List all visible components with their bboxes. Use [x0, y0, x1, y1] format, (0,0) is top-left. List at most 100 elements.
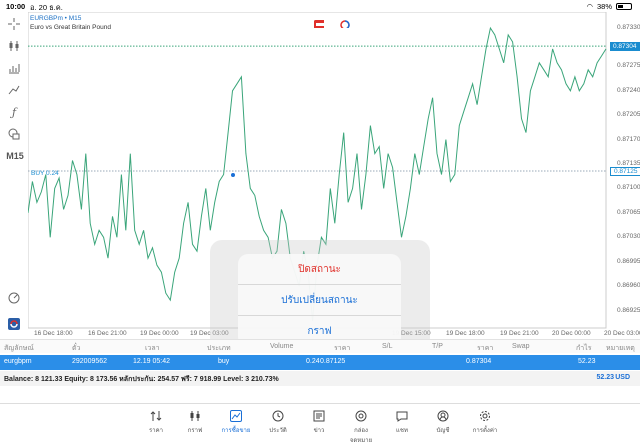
history-icon [272, 410, 284, 422]
gear-icon [480, 411, 490, 421]
currency: USD [615, 374, 630, 381]
entry-marker [231, 173, 235, 177]
position-action-menu: ปิดสถานะ ปรับเปลี่ยนสถานะ กราฟ [238, 254, 401, 347]
account-balance-bar: Balance: 8 121.33 Equity: 8 173.56 หลักป… [0, 371, 640, 386]
wifi-icon: ◠ [586, 2, 593, 11]
chart-toolbar: ƒ M15 [0, 12, 28, 342]
one-click-trading-icon[interactable] [314, 20, 324, 28]
shapes-icon[interactable] [6, 126, 22, 142]
col-comment: หมายเหตุ [606, 345, 635, 352]
depth-of-market-icon[interactable] [340, 20, 350, 28]
speedometer-icon[interactable] [6, 290, 22, 306]
col-tp: T/P [432, 343, 443, 350]
chart-description: Euro vs Great Britain Pound [30, 24, 111, 31]
col-price: ราคา [334, 345, 351, 352]
crosshair-icon[interactable] [6, 16, 22, 32]
tab-label: ราคา [149, 428, 163, 434]
tab-label: ข่าว [313, 428, 325, 434]
candles-icon [190, 411, 200, 421]
row-profit: 52.23 [578, 358, 596, 365]
buy-price-tag: 0.87125 [610, 166, 640, 176]
modify-position-button[interactable]: ปรับเปลี่ยนสถานะ [238, 285, 401, 316]
y-tick-label: 0.87100 [617, 184, 640, 192]
chart-line-icon [230, 410, 242, 422]
y-tick-label: 0.87030 [617, 233, 640, 241]
tab-label: การตั้งค่า [472, 428, 498, 434]
account-icon [437, 410, 449, 422]
chat-icon [396, 411, 408, 422]
bottom-tab-bar: ราคา กราฟ การซื้อขาย ประวัติ ข่าว กล่องจ… [0, 403, 640, 447]
row-current-price: 0.87304 [466, 358, 492, 365]
status-bar: 10:00 อ. 20 ธ.ค. ◠ 38% [0, 0, 640, 12]
y-tick-label: 0.86995 [617, 257, 640, 265]
table-row[interactable]: eurgbpm 292009562 12.19 05:42 buy 0.24 0… [0, 355, 640, 370]
row-open-price: 0.87125 [320, 358, 346, 365]
col-swap: Swap [512, 343, 530, 350]
tab-chat[interactable]: แชท [385, 410, 419, 435]
tab-news[interactable]: ข่าว [302, 410, 336, 435]
battery-icon [616, 3, 632, 10]
col-ticket: ตั๋ว [72, 345, 81, 352]
objects-icon[interactable] [6, 82, 22, 98]
col-volume: Volume [270, 343, 294, 350]
x-tick-label: 19 Dec 18:00 [446, 330, 485, 337]
status-right: ◠ 38% [586, 2, 632, 11]
row-volume: 0.24 [306, 358, 320, 365]
tab-mailbox[interactable]: กล่องจดหมาย [344, 410, 378, 445]
row-symbol: eurgbpm [4, 358, 32, 365]
y-tick-label: 0.87135 [617, 160, 640, 168]
tab-label: กราฟ [187, 428, 203, 434]
positions-table-header: สัญลักษณ์ ตั๋ว เวลา ประเภท Volume ราคา S… [0, 339, 640, 353]
x-tick-label: 20 Dec 03:00 [604, 330, 640, 337]
x-tick-label: 20 Dec 00:00 [552, 330, 591, 337]
col-type: ประเภท [207, 345, 231, 352]
tab-label: ประวัติ [269, 428, 287, 434]
chart-button[interactable]: กราฟ [307, 326, 332, 337]
indicators-icon[interactable] [6, 60, 22, 76]
buy-position-label[interactable]: BUY 0.24 [31, 170, 59, 177]
balance-text: Balance: 8 121.33 Equity: 8 173.56 หลักป… [4, 376, 279, 383]
battery-fill [618, 5, 623, 8]
app-logo-icon[interactable] [6, 316, 22, 332]
x-tick-label: 16 Dec 18:00 [34, 330, 73, 337]
y-tick-label: 0.86960 [617, 282, 640, 290]
tab-label: แชท [396, 428, 408, 434]
function-icon[interactable]: ƒ [11, 105, 17, 119]
close-position-button[interactable]: ปิดสถานะ [238, 254, 401, 285]
y-tick-label: 0.87065 [617, 208, 640, 216]
col-sl: S/L [382, 343, 393, 350]
y-tick-label: 0.87240 [617, 86, 640, 94]
tab-trade[interactable]: การซื้อขาย [219, 410, 253, 435]
y-tick-label: 0.87205 [617, 111, 640, 119]
mail-at-icon [355, 410, 367, 422]
x-tick-label: 16 Dec 21:00 [88, 330, 127, 337]
col-current-price: ราคา [477, 345, 494, 352]
total-profit: 52.23 [596, 374, 614, 381]
candles-tool-icon[interactable] [6, 38, 22, 54]
tab-history[interactable]: ประวัติ [261, 410, 295, 435]
arrows-updown-icon [150, 411, 162, 421]
row-ticket: 292009562 [72, 358, 108, 365]
y-tick-label: 0.87170 [617, 135, 640, 143]
row-time: 12.19 05:42 [133, 358, 170, 365]
tab-charts[interactable]: กราฟ [178, 410, 212, 435]
y-tick-label: 0.87275 [617, 62, 640, 70]
x-tick-label: 19 Dec 21:00 [500, 330, 539, 337]
status-date: อ. 20 ธ.ค. [30, 3, 63, 12]
battery-percent: 38% [596, 2, 612, 11]
tab-settings[interactable]: การตั้งค่า [468, 410, 502, 435]
tab-label: กล่องจดหมาย [349, 428, 373, 444]
tab-label: การซื้อขาย [221, 428, 251, 434]
tab-quotes[interactable]: ราคา [139, 410, 173, 435]
status-time: 10:00 [6, 2, 26, 11]
tab-account[interactable]: บัญชี [426, 410, 460, 435]
x-tick-label: 19 Dec 00:00 [140, 330, 179, 337]
row-type: buy [218, 358, 230, 365]
y-tick-label: 0.87330 [617, 23, 640, 31]
col-symbol: สัญลักษณ์ [4, 345, 34, 352]
tab-label: บัญชี [436, 428, 450, 434]
news-icon [313, 410, 325, 422]
x-tick-label: 19 Dec 03:00 [190, 330, 229, 337]
timeframe-button[interactable]: M15 [6, 151, 24, 161]
x-tick-label: 19 Dec 15:00 [392, 330, 431, 337]
